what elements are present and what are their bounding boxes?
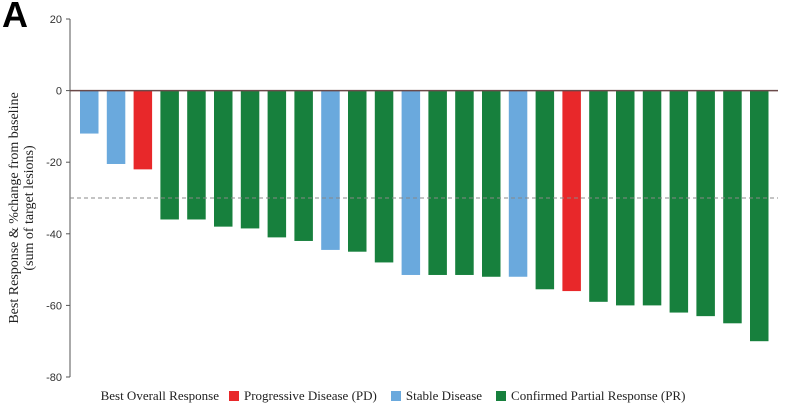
y-tick-label: -80 xyxy=(46,372,62,384)
legend-label-sd: Stable Disease xyxy=(405,388,483,403)
bar-2 xyxy=(106,90,126,164)
bar-5 xyxy=(187,90,206,220)
legend-swatch-pr xyxy=(496,391,507,401)
bar-8 xyxy=(267,90,287,238)
legend-label-pr: Confirmed Partial Response (PR) xyxy=(511,388,686,403)
bar-18 xyxy=(535,90,555,290)
bar-19 xyxy=(562,90,581,292)
bar-7 xyxy=(240,90,260,229)
bar-12 xyxy=(374,90,394,263)
bar-16 xyxy=(482,90,501,277)
y-axis-title-line: (sum of target lesions) xyxy=(22,145,37,271)
y-tick-label: 20 xyxy=(50,14,62,26)
bar-23 xyxy=(669,90,689,313)
bar-17 xyxy=(508,90,528,277)
bar-24 xyxy=(696,90,715,317)
legend-item-pd: Progressive Disease (PD) xyxy=(228,388,377,404)
y-tick-label: -20 xyxy=(46,157,62,169)
bar-15 xyxy=(455,90,474,275)
y-axis-title: Best Response & %change from baseline(su… xyxy=(7,92,37,323)
legend-swatch-sd xyxy=(390,391,401,401)
y-tick-label: 0 xyxy=(56,86,62,98)
y-tick-label: -40 xyxy=(46,229,62,241)
bar-4 xyxy=(160,90,179,220)
legend-swatch-pd xyxy=(228,391,239,401)
bar-11 xyxy=(348,90,367,252)
legend-item-sd: Stable Disease xyxy=(390,388,483,404)
bar-10 xyxy=(321,90,340,250)
y-tick-label: -60 xyxy=(46,300,62,312)
bar-13 xyxy=(401,90,421,275)
panel-label: A xyxy=(2,0,28,35)
bar-20 xyxy=(589,90,608,302)
legend-item-pr: Confirmed Partial Response (PR) xyxy=(496,388,685,404)
bar-14 xyxy=(428,90,447,275)
bar-6 xyxy=(214,90,233,227)
bar-9 xyxy=(294,90,313,241)
y-axis-title-line: Best Response & %change from baseline xyxy=(7,92,22,323)
bar-26 xyxy=(750,90,769,342)
bar-3 xyxy=(133,90,153,170)
bar-25 xyxy=(723,90,742,324)
legend-title: Best Overall Response xyxy=(100,388,219,403)
bar-1 xyxy=(80,90,99,134)
legend: Best Overall Response Progressive Diseas… xyxy=(0,388,800,404)
legend-label-pd: Progressive Disease (PD) xyxy=(243,388,377,403)
